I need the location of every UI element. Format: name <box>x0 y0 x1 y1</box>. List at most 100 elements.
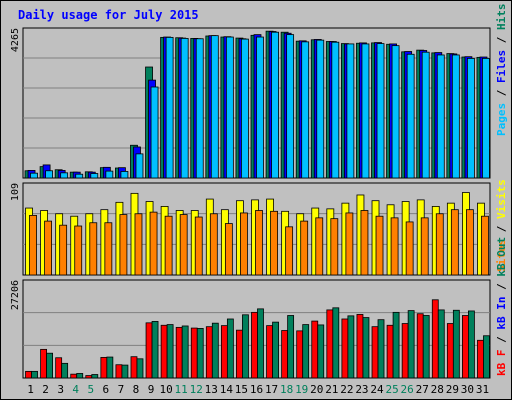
bar-pages-day-5 <box>90 173 99 179</box>
bar-sites-day-19 <box>300 220 309 276</box>
axis-max-label: 27206 <box>10 280 21 310</box>
x-tick-label-day-29: 29 <box>446 383 459 396</box>
x-tick-label-day-13: 13 <box>205 383 218 396</box>
bar-kbytes-out-day-22 <box>347 315 355 379</box>
bar-pages-day-7 <box>120 171 129 179</box>
bar-kbytes-f-day-17 <box>266 325 273 379</box>
bar-kbytes-out-day-17 <box>272 321 279 379</box>
bar-kbytes-out-day-12 <box>196 328 204 379</box>
bar-sites-day-2 <box>44 220 52 276</box>
bar-kbytes-f-day-25 <box>386 324 394 379</box>
bar-sites-day-27 <box>420 217 429 276</box>
bar-kbytes-out-day-20 <box>317 324 325 379</box>
bar-kbytes-out-day-10 <box>166 324 174 379</box>
bar-pages-day-21 <box>331 41 340 179</box>
bar-kbytes-f-day-16 <box>251 311 258 379</box>
bar-sites-day-10 <box>164 215 173 276</box>
bar-kbytes-f-day-4 <box>70 373 78 379</box>
x-tick-label-day-27: 27 <box>416 383 429 396</box>
bar-pages-day-18 <box>286 34 295 179</box>
legend-pages-files-hits: Pages / Files / Hits <box>495 4 508 137</box>
bar-pages-day-22 <box>346 43 355 179</box>
bar-sites-day-15 <box>240 212 248 276</box>
bar-pages-day-14 <box>225 36 234 179</box>
bar-kbytes-f-day-31 <box>477 339 484 379</box>
bar-pages-day-16 <box>256 36 264 179</box>
bar-sites-day-20 <box>315 217 324 276</box>
x-tick-label-day-5: 5 <box>87 383 94 396</box>
legend-sites-visits-item: Sites <box>495 239 508 272</box>
bar-kbytes-f-day-8 <box>130 356 138 379</box>
bar-sites-day-16 <box>255 210 263 276</box>
x-tick-label-day-3: 3 <box>57 383 64 396</box>
bar-pages-day-15 <box>241 38 249 179</box>
x-tick-label-day-7: 7 <box>118 383 125 396</box>
bar-kbytes-f-day-24 <box>371 326 379 379</box>
bar-kbytes-out-day-31 <box>483 335 490 379</box>
bar-pages-day-12 <box>195 38 204 179</box>
bar-sites-day-12 <box>194 216 203 276</box>
bar-kbytes-f-day-7 <box>115 364 123 379</box>
bar-kbytes-f-day-15 <box>236 329 243 379</box>
bar-sites-day-30 <box>466 209 474 276</box>
bar-kbytes-out-day-27 <box>422 315 430 379</box>
x-tick-label-day-24: 24 <box>370 383 384 396</box>
bar-kbytes-f-day-9 <box>145 322 153 379</box>
x-tick-label-day-10: 10 <box>159 383 172 396</box>
x-tick-label-day-15: 15 <box>235 383 248 396</box>
x-tick-label-day-21: 21 <box>325 383 338 396</box>
x-tick-label-day-23: 23 <box>355 383 368 396</box>
bar-kbytes-f-day-22 <box>341 318 349 379</box>
bar-kbytes-out-day-26 <box>407 310 415 379</box>
bar-pages-day-1 <box>30 172 38 179</box>
bar-kbytes-out-day-11 <box>181 325 189 379</box>
bar-kbytes-f-day-20 <box>311 320 319 379</box>
bar-kbytes-out-day-1 <box>31 370 38 379</box>
bar-kbytes-f-day-13 <box>205 326 213 379</box>
bar-kbytes-out-day-21 <box>332 307 340 379</box>
bar-kbytes-f-day-19 <box>296 330 304 379</box>
x-tick-label-day-19: 19 <box>295 383 308 396</box>
legend-kbytes-item: kB Out <box>495 237 508 277</box>
legend-kbytes-item: kB In <box>495 297 508 330</box>
x-tick-label-day-12: 12 <box>190 383 203 396</box>
bar-pages-day-26 <box>406 53 415 179</box>
bar-pages-day-10 <box>165 36 174 179</box>
bar-sites-day-11 <box>179 214 188 276</box>
bar-pages-day-29 <box>451 54 460 179</box>
bar-kbytes-f-day-23 <box>356 314 364 379</box>
bar-kbytes-out-day-19 <box>302 324 310 379</box>
bar-pages-day-8 <box>135 153 144 179</box>
bar-pages-day-2 <box>45 170 53 179</box>
bar-kbytes-f-day-29 <box>446 323 454 379</box>
x-tick-label-day-4: 4 <box>72 383 79 396</box>
bar-sites-day-29 <box>450 209 459 276</box>
bar-kbytes-out-day-18 <box>287 315 295 379</box>
bar-sites-day-31 <box>481 215 489 276</box>
bar-sites-day-13 <box>209 213 218 276</box>
bar-kbytes-out-day-25 <box>392 311 400 379</box>
bar-pages-day-25 <box>391 45 400 179</box>
bar-kbytes-f-day-3 <box>55 357 63 379</box>
bar-pages-day-11 <box>180 38 189 179</box>
x-tick-label-day-9: 9 <box>148 383 155 396</box>
bar-kbytes-out-day-6 <box>106 356 114 379</box>
panel-pages_files_hits: 4265 <box>10 27 491 179</box>
bar-sites-day-14 <box>224 223 233 276</box>
bar-pages-day-24 <box>376 43 385 179</box>
bar-sites-day-22 <box>345 212 354 276</box>
bar-kbytes-out-day-4 <box>76 373 84 379</box>
x-tick-label-day-16: 16 <box>250 383 263 396</box>
panel-kbf_kbin_kbout: 27206 <box>10 279 491 379</box>
bar-kbytes-f-day-27 <box>416 313 424 379</box>
bar-sites-day-23 <box>360 210 369 276</box>
bar-pages-day-28 <box>436 54 445 179</box>
bar-pages-day-23 <box>361 43 370 179</box>
bar-sites-day-6 <box>104 222 113 276</box>
bar-sites-day-8 <box>134 213 143 276</box>
x-tick-label-day-26: 26 <box>401 383 414 396</box>
x-tick-label-day-31: 31 <box>476 383 489 396</box>
bar-sites-day-7 <box>119 214 128 276</box>
bar-pages-day-4 <box>75 173 84 179</box>
bar-kbytes-out-day-30 <box>468 310 475 379</box>
